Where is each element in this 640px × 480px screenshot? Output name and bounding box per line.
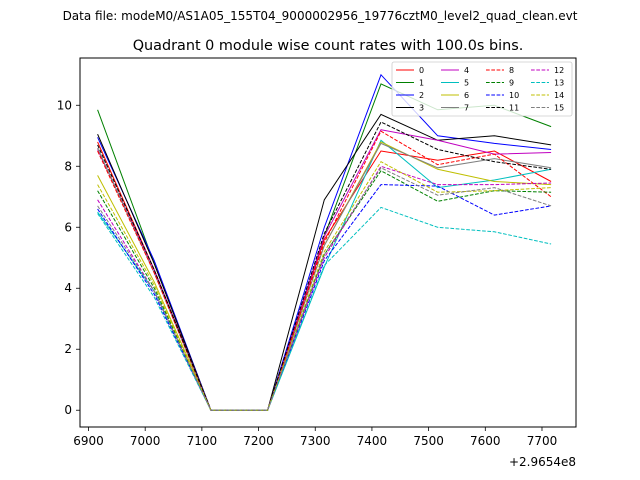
legend-label-9: 9 <box>509 79 514 88</box>
legend-label-3: 3 <box>419 104 424 113</box>
x-tick-label: 7000 <box>130 434 161 448</box>
x-tick-label: 6900 <box>73 434 104 448</box>
legend-label-8: 8 <box>509 66 514 75</box>
legend-label-5: 5 <box>464 79 469 88</box>
series-line-8 <box>97 130 552 411</box>
legend-label-2: 2 <box>419 91 424 100</box>
series-line-3 <box>97 113 552 411</box>
axes: 6900 7000 7100 7200 7300 7400 7500 7600 7700 0 2 4 6… <box>57 98 558 448</box>
y-tick-label: 0 <box>64 403 72 417</box>
legend-label-15: 15 <box>554 104 564 113</box>
x-tick-label: 7400 <box>357 434 388 448</box>
axes-frame <box>79 57 577 428</box>
plot-area <box>97 73 552 411</box>
series-line-1 <box>97 83 552 411</box>
series-line-14 <box>97 161 552 411</box>
series-line-4 <box>97 129 552 411</box>
legend-label-13: 13 <box>554 79 564 88</box>
series-line-0 <box>97 141 552 411</box>
x-offset-label: +2.9654e8 <box>509 455 576 469</box>
series-line-7 <box>97 142 552 411</box>
series-line-10 <box>97 184 552 411</box>
series-line-12 <box>97 165 552 411</box>
legend-label-1: 1 <box>419 79 424 88</box>
series-line-15 <box>97 167 552 411</box>
chart-suptitle: Data file: modeM0/AS1A05_155T04_90000029… <box>63 9 578 23</box>
legend-label-14: 14 <box>554 91 564 100</box>
legend-label-0: 0 <box>419 66 424 75</box>
x-tick-label: 7300 <box>300 434 331 448</box>
y-tick-label: 2 <box>64 342 72 356</box>
y-tick-label: 8 <box>64 159 72 173</box>
y-tick-label: 10 <box>57 98 72 112</box>
legend-label-7: 7 <box>464 104 469 113</box>
x-tick-label: 7100 <box>187 434 218 448</box>
series-line-5 <box>97 139 552 411</box>
x-tick-label: 7700 <box>527 434 558 448</box>
legend-label-6: 6 <box>464 91 469 100</box>
x-tick-label: 7200 <box>243 434 274 448</box>
series-line-2 <box>97 73 552 411</box>
x-tick-label: 7500 <box>413 434 444 448</box>
legend-box <box>391 61 573 117</box>
legend-label-4: 4 <box>464 66 469 75</box>
legend-label-11: 11 <box>509 104 519 113</box>
chart-title: Quadrant 0 module wise count rates with … <box>133 38 524 54</box>
series-line-6 <box>97 141 552 411</box>
legend-label-10: 10 <box>509 91 519 100</box>
legend-label-12: 12 <box>554 66 564 75</box>
y-tick-label: 4 <box>64 281 72 295</box>
series-line-11 <box>97 121 552 411</box>
x-tick-label: 7600 <box>470 434 501 448</box>
y-tick-label: 6 <box>64 220 72 234</box>
series-line-13 <box>97 206 552 411</box>
